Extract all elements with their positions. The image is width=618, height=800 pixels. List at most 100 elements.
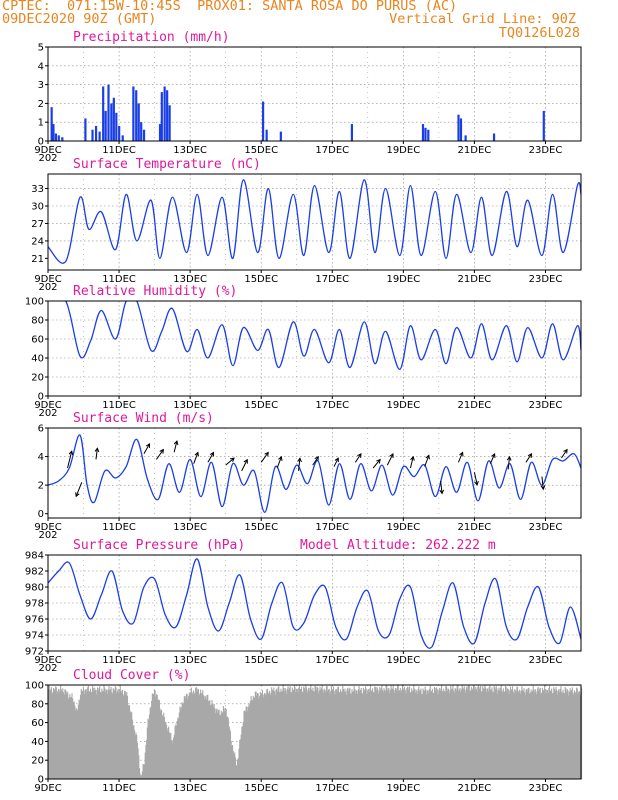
- cloud-bar: [516, 686, 518, 779]
- cloud-bar: [320, 689, 322, 779]
- y-tick-label: 40: [31, 737, 44, 748]
- cloud-bar: [344, 688, 346, 779]
- cloud-bar: [304, 689, 306, 779]
- cloud-bar: [472, 688, 474, 779]
- cloud-bar: [191, 692, 193, 779]
- cloud-bar: [351, 689, 353, 779]
- y-tick-label: 20: [31, 756, 44, 767]
- cloud-bar: [525, 689, 527, 779]
- cloud-bar: [540, 693, 542, 779]
- cloud-bar: [165, 724, 168, 779]
- cloud-bar: [324, 690, 326, 779]
- cloud-bar: [139, 773, 141, 779]
- cloud-bar: [521, 686, 523, 779]
- cloud-bar: [50, 689, 52, 779]
- cloud-bar: [570, 691, 572, 779]
- cloud-bar: [547, 692, 549, 779]
- cloud-bar: [175, 724, 177, 779]
- cloud-bar: [254, 697, 256, 779]
- cloud-bar: [443, 691, 445, 779]
- cloud-bar: [102, 691, 104, 779]
- cloud-bar: [441, 690, 443, 779]
- panel-precipitation: 0 1 2 3 4 5 9DEC 11DEC 13DEC 15DEC 17DEC 19DEC 21DEC…: [34, 30, 582, 164]
- cloud-bar: [221, 713, 223, 779]
- cloud-bar: [233, 754, 235, 779]
- cloud-bar: [290, 692, 292, 779]
- cloud-bar: [407, 690, 409, 779]
- cloud-bar: [461, 685, 463, 779]
- x-tick-label: 11DEC: [102, 400, 136, 411]
- cloud-bar: [544, 685, 546, 779]
- cloud-bar: [518, 690, 520, 779]
- cloud-bar: [252, 695, 254, 779]
- cloud-bar: [352, 691, 354, 779]
- cloud-bar: [151, 693, 153, 779]
- cloud-bar: [504, 685, 507, 779]
- cloud-bar: [99, 692, 101, 779]
- cloud-bar: [261, 690, 264, 779]
- y-tick-label: 974: [25, 631, 44, 642]
- cloud-bar: [210, 704, 212, 779]
- y-tick-label: 4: [38, 452, 44, 463]
- wind-arrow-head: [243, 458, 248, 464]
- cloud-bar: [275, 689, 277, 779]
- cloud-bar: [320, 688, 323, 779]
- cloud-bar: [520, 690, 522, 779]
- cloud-bar: [367, 689, 369, 779]
- cloud-bar: [227, 716, 229, 779]
- wind-arrow: [193, 452, 199, 464]
- cloud-bar: [389, 690, 391, 779]
- cloud-bar: [104, 687, 106, 779]
- cloud-bar: [168, 732, 170, 779]
- cloud-bar: [242, 726, 244, 779]
- x-tick-label: 13DEC: [173, 783, 207, 794]
- cloud-bar: [548, 688, 550, 779]
- cloud-bar: [97, 687, 99, 779]
- cloud-bar: [489, 685, 491, 779]
- cloud-bar: [439, 691, 441, 779]
- wind-arrow-head: [145, 443, 151, 448]
- x-tick-label: 23DEC: [529, 274, 563, 285]
- cloud-bar: [538, 690, 540, 779]
- series-line-pressure: [48, 558, 581, 649]
- cloud-bar: [92, 688, 94, 779]
- precip-bar: [54, 133, 58, 141]
- wind-arrow-head: [389, 453, 394, 458]
- cloud-bar: [235, 765, 237, 779]
- cloud-bar: [374, 686, 376, 779]
- cloud-bar: [218, 709, 220, 779]
- cloud-bar: [234, 757, 237, 779]
- cloud-bar: [551, 688, 553, 779]
- cloud-bar: [59, 689, 61, 779]
- wind-arrow: [95, 448, 98, 460]
- wind-arrow-head: [506, 455, 512, 461]
- cloud-bar: [395, 688, 397, 779]
- cloud-bar: [342, 689, 345, 779]
- cloud-bar: [349, 687, 351, 779]
- wind-arrow-head: [459, 451, 464, 457]
- x-tick-label: 19DEC: [386, 274, 420, 285]
- x-year-label-clipped: 202: [38, 408, 57, 419]
- y-tick-label: 30: [31, 202, 44, 213]
- cloud-bar: [209, 700, 211, 779]
- cloud-bar: [401, 689, 403, 779]
- panel-title-cloud-cover: Cloud Cover (%): [73, 668, 190, 683]
- cloud-bar: [484, 685, 486, 779]
- cloud-bar: [70, 696, 72, 779]
- precip-bar: [52, 124, 55, 141]
- cloud-bar: [456, 685, 458, 779]
- x-tick-label: 13DEC: [173, 145, 207, 156]
- cloud-bar: [415, 689, 417, 779]
- cloud-bar: [386, 685, 388, 779]
- series-line-wind: [48, 434, 581, 513]
- cloud-bar: [458, 689, 460, 779]
- cloud-bar: [337, 687, 339, 779]
- cloud-bar: [138, 768, 141, 779]
- cloud-bar: [506, 691, 508, 779]
- precip-bar: [261, 101, 265, 141]
- cloud-bar: [539, 688, 541, 779]
- wind-arrow-head: [527, 453, 533, 458]
- cloud-bar: [393, 690, 395, 779]
- cloud-bar: [436, 687, 438, 779]
- cloud-bar: [66, 691, 68, 779]
